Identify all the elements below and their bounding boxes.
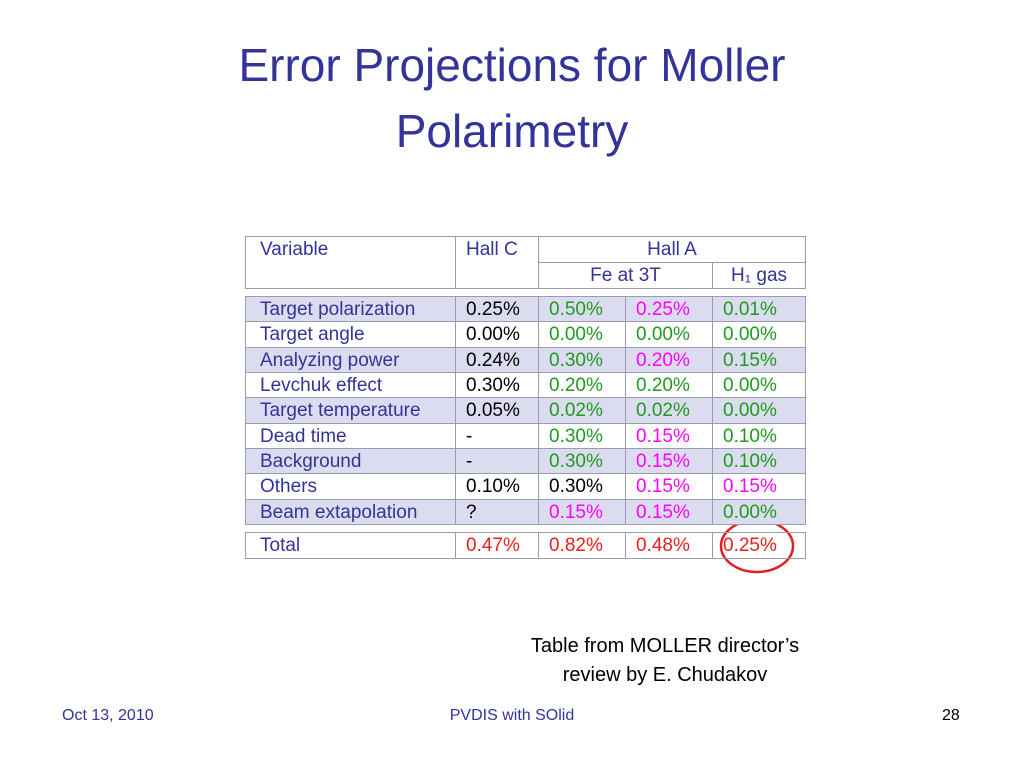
value-cell: 0.00% [455,321,539,348]
value-cell: 0.30% [538,423,626,449]
value-cell: 0.50% [538,296,626,322]
value-cell: 0.10% [455,473,539,500]
value-cell: 0.05% [455,397,539,424]
value-cell: 0.10% [712,448,806,474]
row-label: Others [245,473,456,500]
header-cell: Fe at 3T [538,262,713,289]
header-cell: Hall C [455,236,539,289]
value-cell: 0.00% [538,321,626,348]
value-cell: 0.15% [712,347,806,373]
header-cell: H₁ gas [712,262,806,289]
value-cell: 0.20% [538,372,626,398]
value-cell: 0.20% [625,372,713,398]
value-cell: 0.15% [625,499,713,525]
value-cell: 0.15% [625,473,713,500]
value-cell: 0.00% [625,321,713,348]
footer-title: PVDIS with SOlid [449,707,575,724]
value-cell: 0.15% [625,448,713,474]
value-cell: 0.00% [712,499,806,525]
value-cell: 0.02% [538,397,626,424]
value-cell: 0.47% [455,532,539,559]
value-cell: 0.10% [712,423,806,449]
value-cell: - [455,448,539,474]
value-cell: 0.48% [625,532,713,559]
value-cell: 0.02% [625,397,713,424]
caption: review by E. Chudakov [562,664,768,686]
row-label: Beam extapolation [245,499,456,525]
value-cell: 0.15% [712,473,806,500]
value-cell: 0.25% [712,532,806,559]
value-cell: 0.15% [625,423,713,449]
row-label: Dead time [245,423,456,449]
value-cell: 0.82% [538,532,626,559]
value-cell: 0.25% [455,296,539,322]
value-cell: 0.24% [455,347,539,373]
row-label: Levchuk effect [245,372,456,398]
value-cell: 0.30% [538,448,626,474]
value-cell: 0.00% [712,397,806,424]
value-cell: 0.20% [625,347,713,373]
page-number: 28 [942,707,960,724]
caption: Table from MOLLER director’s [530,635,800,657]
header-cell: Hall A [538,236,806,263]
value-cell: 0.00% [712,321,806,348]
row-label: Target polarization [245,296,456,322]
value-cell: 0.15% [538,499,626,525]
slide-title: Polarimetry [395,105,629,157]
row-label: Analyzing power [245,347,456,373]
footer-date: Oct 13, 2010 [62,707,154,724]
row-label: Background [245,448,456,474]
value-cell: ? [455,499,539,525]
value-cell: 0.30% [455,372,539,398]
slide-title: Error Projections for Moller [238,39,786,91]
value-cell: 0.25% [625,296,713,322]
value-cell: 0.30% [538,473,626,500]
value-cell: 0.00% [712,372,806,398]
header-cell: Variable [245,236,456,289]
value-cell: 0.01% [712,296,806,322]
row-label: Target angle [245,321,456,348]
value-cell: - [455,423,539,449]
row-label: Total [245,532,456,559]
value-cell: 0.30% [538,347,626,373]
row-label: Target temperature [245,397,456,424]
